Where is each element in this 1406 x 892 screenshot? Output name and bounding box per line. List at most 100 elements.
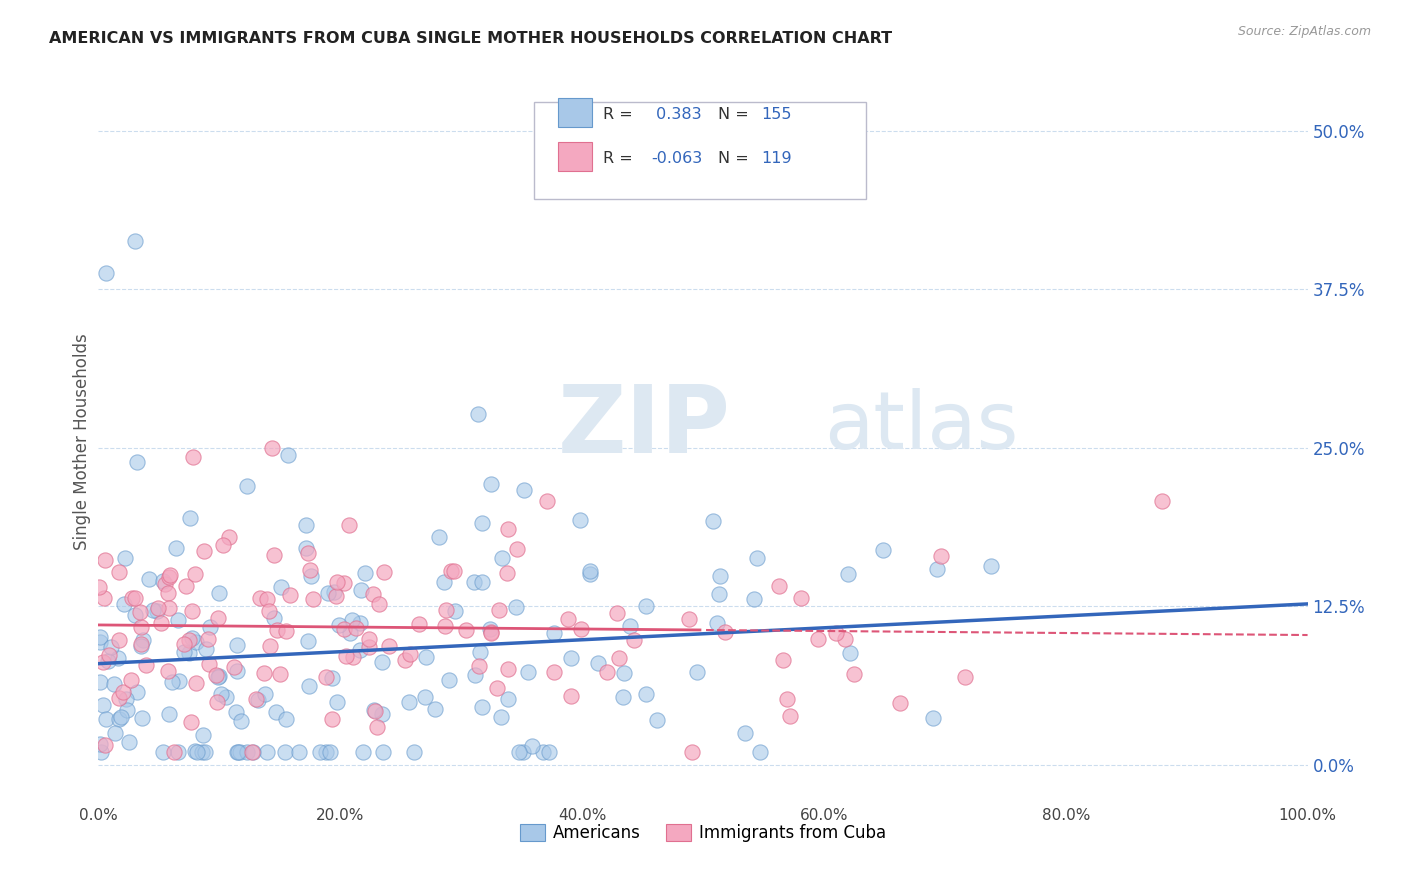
Point (398, 647, 420, 661)
Point (229, 745, 252, 759)
Point (309, 745, 332, 759)
Point (167, 745, 190, 759)
Point (181, 450, 204, 464)
Text: 0.383: 0.383 (651, 107, 702, 122)
Point (163, 745, 186, 759)
Point (543, 665, 565, 680)
FancyBboxPatch shape (558, 98, 592, 128)
Point (186, 745, 208, 759)
Point (927, 562, 949, 576)
Point (108, 565, 131, 579)
Point (198, 619, 221, 633)
Point (844, 666, 866, 681)
Point (467, 407, 489, 421)
Point (315, 670, 337, 684)
Point (321, 712, 343, 726)
Point (506, 541, 529, 556)
Point (839, 646, 862, 660)
Point (342, 613, 364, 627)
Text: Source: ZipAtlas.com: Source: ZipAtlas.com (1237, 25, 1371, 38)
Point (138, 572, 160, 586)
Point (479, 476, 502, 491)
Point (346, 621, 368, 635)
Point (89, 634, 111, 648)
Point (174, 579, 197, 593)
Point (236, 479, 259, 493)
Point (569, 622, 592, 636)
Point (278, 588, 301, 602)
Point (264, 706, 287, 720)
Point (226, 745, 249, 759)
Point (361, 587, 384, 601)
Point (173, 645, 195, 659)
Point (240, 745, 263, 759)
Point (295, 518, 318, 533)
Point (415, 650, 437, 665)
Point (124, 608, 146, 623)
Point (325, 589, 347, 603)
Point (321, 671, 343, 685)
Point (471, 516, 494, 530)
Point (444, 604, 467, 618)
Point (299, 568, 322, 582)
Point (394, 653, 416, 667)
Point (288, 745, 311, 759)
Point (533, 745, 555, 759)
Point (454, 624, 477, 638)
Point (269, 667, 291, 681)
Point (90, 745, 112, 759)
Point (249, 591, 271, 605)
Point (333, 622, 356, 636)
Point (468, 645, 491, 659)
Point (211, 538, 233, 552)
Point (142, 603, 165, 617)
Point (302, 591, 325, 606)
Point (120, 673, 142, 687)
Point (1152, 494, 1174, 508)
Point (193, 544, 215, 558)
Point (208, 668, 231, 682)
Point (129, 619, 152, 633)
Point (929, 549, 952, 564)
Point (148, 601, 170, 615)
Point (325, 575, 347, 590)
Point (263, 611, 285, 625)
Point (225, 705, 247, 719)
Point (107, 650, 129, 665)
Point (87, 580, 110, 594)
Point (339, 626, 361, 640)
Point (270, 580, 292, 594)
Point (744, 592, 766, 607)
Point (512, 745, 534, 759)
Point (319, 745, 342, 759)
Point (596, 665, 619, 679)
Point (276, 624, 298, 639)
Point (135, 657, 157, 672)
Text: N =: N = (717, 107, 754, 122)
Point (181, 632, 204, 646)
Point (364, 705, 387, 719)
Point (323, 585, 346, 599)
Point (537, 745, 560, 759)
Point (423, 702, 446, 716)
Point (807, 632, 830, 646)
Point (226, 745, 249, 759)
Point (706, 615, 728, 630)
Point (337, 518, 360, 533)
Point (295, 541, 318, 555)
Point (207, 611, 229, 625)
Point (298, 563, 321, 577)
Point (349, 643, 371, 657)
Point (277, 449, 299, 463)
Point (208, 585, 231, 599)
Point (94, 738, 117, 752)
Point (89, 630, 111, 644)
Text: atlas: atlas (824, 388, 1018, 467)
Point (263, 548, 285, 562)
Point (354, 566, 377, 580)
Point (93, 591, 115, 605)
Point (156, 586, 179, 600)
Point (513, 483, 536, 497)
Point (505, 599, 527, 614)
Text: R =: R = (603, 151, 637, 166)
